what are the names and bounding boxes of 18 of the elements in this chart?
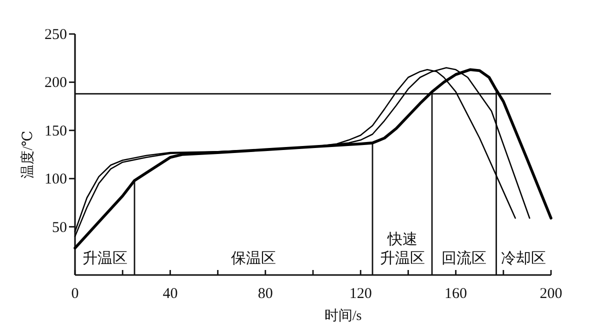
y-tick-label: 250 bbox=[44, 27, 67, 43]
x-tick-label: 0 bbox=[71, 286, 79, 302]
annotation: 升温区 bbox=[82, 250, 128, 267]
y-tick-label: 50 bbox=[52, 220, 67, 236]
x-axis-title: 时间/s bbox=[324, 308, 362, 324]
annotation: 冷却区 bbox=[501, 250, 546, 267]
annotation: 快速升温区 bbox=[380, 231, 425, 267]
x-tick-label: 120 bbox=[349, 286, 372, 302]
y-tick-label: 200 bbox=[44, 75, 67, 92]
x-tick-label: 160 bbox=[444, 286, 468, 302]
x-tick-label: 40 bbox=[162, 286, 178, 302]
y-axis-title: 温度/℃ bbox=[20, 130, 36, 178]
y-tick-label: 100 bbox=[44, 172, 67, 188]
x-tick-label: 80 bbox=[258, 286, 273, 302]
x-tick-label: 200 bbox=[540, 286, 562, 302]
annotation: 保温区 bbox=[231, 250, 276, 267]
annotation: 回流区 bbox=[442, 250, 487, 267]
y-tick-label: 150 bbox=[44, 123, 67, 140]
